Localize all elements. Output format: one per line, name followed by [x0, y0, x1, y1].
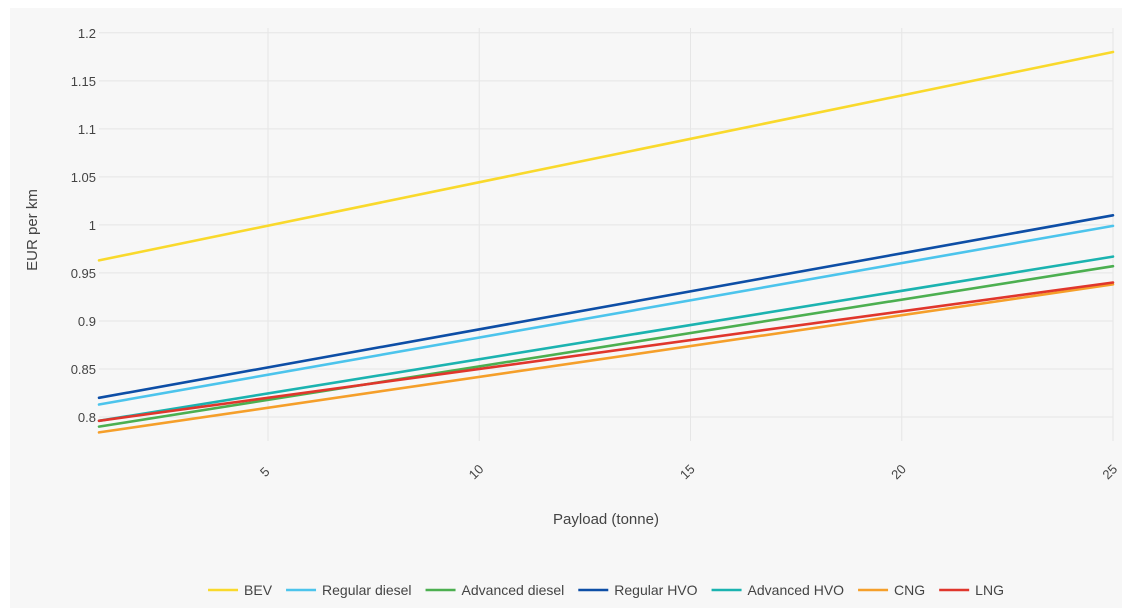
plot-background: [10, 8, 1122, 608]
legend-label: Regular HVO: [614, 582, 697, 598]
y-tick-label: 1: [89, 218, 96, 233]
legend[interactable]: BEV Regular diesel Advanced diesel Regular …: [208, 582, 1004, 598]
legend-item-lng[interactable]: LNG: [939, 582, 1004, 598]
legend-item-advanced-diesel[interactable]: Advanced diesel: [425, 582, 565, 598]
y-tick-label: 0.95: [71, 266, 96, 281]
y-tick-label: 1.05: [71, 170, 96, 185]
series-lines: [97, 50, 1115, 434]
legend-label: BEV: [244, 582, 273, 598]
legend-label: Advanced HVO: [748, 582, 845, 598]
legend-item-regular-diesel[interactable]: Regular diesel: [286, 582, 412, 598]
y-tick-label: 0.9: [78, 314, 96, 329]
legend-item-advanced-hvo[interactable]: Advanced HVO: [711, 582, 845, 598]
series-line-regular-hvo[interactable]: [97, 214, 1115, 400]
series-line-advanced-hvo[interactable]: [97, 255, 1115, 423]
series-line-bev[interactable]: [97, 50, 1115, 262]
series-line-advanced-diesel[interactable]: [97, 264, 1115, 428]
y-tick-label: 1.15: [71, 74, 96, 89]
legend-label: Advanced diesel: [462, 582, 565, 598]
y-tick-label: 1.2: [78, 26, 96, 41]
legend-item-cng[interactable]: CNG: [858, 582, 925, 598]
y-tick-label: 1.1: [78, 122, 96, 137]
y-axis-label: EUR per km: [24, 189, 41, 271]
series-line-lng[interactable]: [97, 281, 1115, 423]
y-tick-label: 0.8: [78, 410, 96, 425]
legend-item-bev[interactable]: BEV: [208, 582, 273, 598]
series-line-regular-diesel[interactable]: [97, 224, 1115, 406]
y-axis-ticks: 0.8 0.85 0.9 0.95 1 1.05 1.1 1.15 1.2: [71, 26, 96, 425]
legend-label: Regular diesel: [322, 582, 412, 598]
y-tick-label: 0.85: [71, 362, 96, 377]
legend-item-regular-hvo[interactable]: Regular HVO: [578, 582, 698, 598]
x-axis-label: Payload (tonne): [553, 511, 659, 528]
legend-label: LNG: [975, 582, 1004, 598]
legend-label: CNG: [894, 582, 925, 598]
series-line-cng[interactable]: [97, 283, 1115, 434]
